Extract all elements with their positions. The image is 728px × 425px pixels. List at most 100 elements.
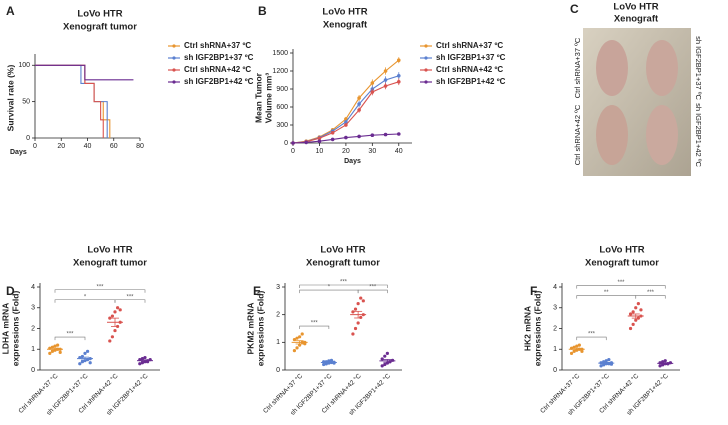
chart-panel: F LoVo HTR Xenograft tumor HK2 mRNA expressi… (522, 245, 680, 417)
data-point (353, 307, 358, 311)
survival-line (35, 64, 134, 81)
data-point (295, 336, 299, 340)
data-point (370, 81, 375, 85)
chart-title: LoVo HTR (87, 245, 132, 256)
photo-label: Ctrl shRNA+42 ºC (573, 104, 582, 165)
significance-label: *** (66, 332, 74, 338)
data-point (108, 339, 112, 343)
data-point (53, 344, 57, 348)
significance-bracket (54, 289, 146, 293)
significance-label: ** (604, 290, 609, 296)
data-point (383, 69, 388, 73)
data-point (110, 335, 114, 339)
x-tick-label: 40 (395, 148, 403, 155)
mouse (646, 40, 678, 96)
y-axis-label: Volume mm³ (263, 73, 273, 124)
data-point (48, 351, 52, 355)
data-point (639, 308, 643, 312)
legend-label: Ctrl shRNA+42 ºC (184, 65, 251, 74)
data-point (383, 84, 388, 88)
chart-title: LoVo HTR (322, 7, 367, 18)
significance-label: *** (96, 284, 104, 290)
panel-letter: B (258, 4, 267, 18)
significance-bracket (54, 299, 116, 303)
significance-bracket (576, 295, 637, 299)
significance-label: *** (647, 290, 655, 296)
data-point (303, 342, 307, 346)
chart-panel: D LoVo HTR Xenograft tumor LDHA mRNA express… (0, 245, 160, 417)
legend-marker (424, 56, 428, 60)
data-point (628, 312, 633, 316)
data-point (357, 102, 361, 106)
y-tick-label: 600 (276, 104, 288, 111)
legend-marker (172, 44, 176, 48)
significance-label: *** (369, 285, 377, 291)
legend-label: sh IGF2BP1+42 ºC (436, 77, 506, 86)
data-point (322, 362, 326, 367)
data-point (56, 343, 60, 347)
y-axis-label: PKM2 mRNA (245, 303, 255, 355)
y-tick-label: 2 (31, 325, 35, 332)
significance-bracket (299, 325, 330, 330)
data-point (383, 132, 388, 137)
data-point (317, 139, 322, 143)
data-point (370, 90, 375, 94)
chart-title: LoVo HTR (599, 245, 644, 256)
data-point (291, 141, 295, 145)
data-point (634, 318, 638, 322)
data-point (317, 136, 322, 140)
data-point (658, 364, 662, 368)
y-tick-label: 3 (31, 305, 35, 312)
y-tick-label: 2 (276, 312, 280, 319)
legend-marker (424, 68, 428, 72)
y-tick-label: 0 (26, 135, 30, 142)
data-point (599, 364, 603, 368)
panel-letter: C (570, 2, 579, 16)
photo-label: Ctrl shRNA+37 ºC (573, 37, 582, 98)
data-point (353, 326, 358, 331)
data-point (138, 362, 142, 366)
y-tick-label: 4 (553, 284, 557, 291)
data-point (356, 321, 360, 325)
x-tick-label: 0 (33, 143, 37, 150)
y-axis-label: LDHA mRNA (0, 303, 10, 355)
chart-panel: A LoVo HTR Xenograft tumor Survival rate (%… (5, 4, 253, 156)
data-point (357, 108, 361, 112)
y-axis-label: HK2 mRNA (522, 306, 532, 351)
y-axis-label: expressions (Fold) (532, 291, 542, 367)
significance-label: * (84, 294, 87, 300)
photo-label: sh IGF2BP1+37 ºC (694, 36, 703, 100)
x-tick-label: 0 (291, 148, 295, 155)
y-tick-label: 100 (18, 62, 30, 69)
data-point (140, 361, 144, 365)
x-tick-label: 60 (110, 143, 118, 150)
data-point (351, 310, 355, 314)
data-point (628, 326, 633, 331)
mouse (646, 105, 678, 165)
photo-title: LoVo HTR (613, 2, 658, 13)
data-point (83, 351, 87, 355)
x-tick-label: 30 (368, 148, 376, 155)
y-tick-label: 0 (31, 367, 35, 374)
significance-bracket (576, 336, 607, 341)
chart-title: Xenograft (323, 20, 368, 31)
data-point (380, 364, 384, 368)
data-point (292, 337, 297, 342)
x-tick-label: 80 (136, 143, 144, 150)
x-tick-label: 40 (84, 143, 92, 150)
data-point (80, 360, 84, 364)
y-axis-label: Mean Tumor (253, 72, 263, 123)
data-point (396, 132, 401, 136)
data-point (396, 58, 401, 62)
y-tick-label: 3 (553, 305, 557, 312)
data-point (330, 131, 335, 135)
y-tick-label: 900 (276, 86, 288, 93)
y-tick-label: 4 (31, 284, 35, 291)
y-tick-label: 1 (553, 346, 557, 353)
mouse (596, 105, 628, 165)
chart-panel: B LoVo HTR Xenograft Mean Tumor Volume mm³ 0 3… (253, 4, 505, 165)
data-point (344, 135, 348, 140)
series-line (292, 81, 399, 144)
y-tick-label: 2 (553, 325, 557, 332)
